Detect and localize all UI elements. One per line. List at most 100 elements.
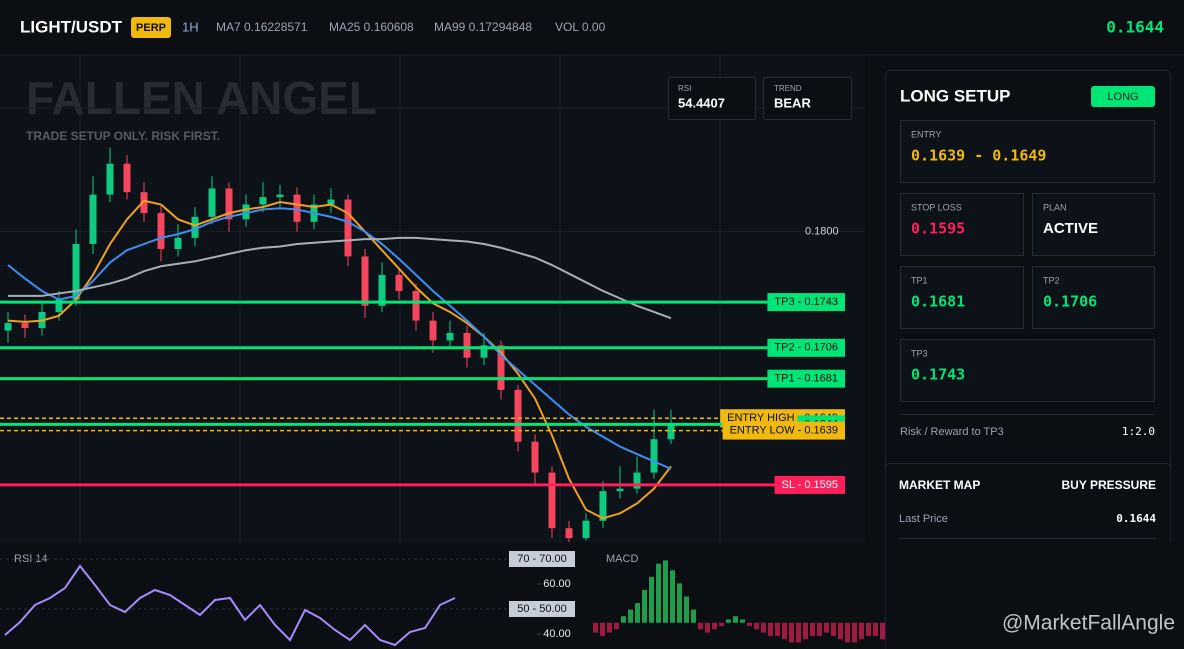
level-label: TP3 - 0.1743 bbox=[774, 296, 838, 308]
macd-bar bbox=[859, 622, 864, 640]
macd-bar bbox=[663, 560, 668, 623]
macd-bar bbox=[733, 616, 738, 623]
candle-body bbox=[480, 345, 488, 358]
ma-line bbox=[8, 236, 672, 320]
level-label: SL - 0.1595 bbox=[782, 479, 838, 491]
stat-label: RSI bbox=[678, 84, 691, 93]
card-label: STOP LOSS bbox=[911, 202, 962, 212]
macd-bar bbox=[831, 622, 836, 636]
ma-line bbox=[7, 207, 672, 470]
candle-body bbox=[276, 194, 284, 198]
stat-box bbox=[668, 77, 756, 120]
macd-bar bbox=[712, 622, 717, 630]
candle-body bbox=[616, 488, 624, 492]
stat-value: BEAR bbox=[774, 95, 811, 110]
candle-body bbox=[55, 299, 63, 312]
macd-bar bbox=[614, 622, 619, 630]
symbol: LIGHT/USDT bbox=[20, 17, 123, 36]
candle-body bbox=[344, 199, 352, 257]
macd-bar bbox=[873, 622, 878, 636]
macd-bar bbox=[852, 622, 857, 643]
level-tag bbox=[774, 475, 845, 494]
card-value: ACTIVE bbox=[1043, 220, 1098, 237]
indicator: MA25 0.160608 bbox=[329, 20, 414, 34]
footer-watermark: @MarketFallAngle bbox=[1002, 612, 1175, 635]
candle-body bbox=[242, 204, 250, 220]
macd-bar bbox=[880, 622, 885, 640]
macd-bar bbox=[838, 622, 843, 640]
candle-body bbox=[599, 491, 607, 521]
macd-bar bbox=[740, 619, 745, 623]
interval[interactable]: 1H bbox=[182, 19, 199, 34]
macd-bar bbox=[628, 609, 633, 623]
card bbox=[1032, 193, 1155, 256]
level-label: 70 - 70.00 bbox=[517, 553, 567, 565]
chart-area bbox=[0, 55, 865, 543]
macd-bar bbox=[796, 622, 801, 643]
stat-box bbox=[763, 77, 852, 120]
card-value: 0.1639 - 0.1649 bbox=[911, 147, 1046, 165]
card-value: 0.1595 bbox=[911, 220, 965, 238]
market-map-status: BUY PRESSURE bbox=[1062, 478, 1156, 492]
candle-body bbox=[157, 213, 165, 249]
y-tick-label: 60.00 bbox=[543, 578, 571, 590]
macd-bar bbox=[642, 589, 647, 623]
level-tag bbox=[722, 421, 845, 440]
candle-body bbox=[548, 472, 556, 529]
macd-bar bbox=[775, 622, 780, 636]
macd-bar bbox=[754, 622, 759, 630]
macd-bar bbox=[789, 622, 794, 643]
vertical-grid bbox=[79, 55, 721, 543]
row-label: Last Price bbox=[899, 513, 948, 525]
level-tag bbox=[509, 551, 575, 567]
card-value: 0.1743 bbox=[911, 366, 965, 384]
macd-bar bbox=[600, 622, 605, 636]
market-map-title: MARKET MAP bbox=[899, 478, 980, 492]
candle-body bbox=[174, 237, 182, 249]
candle-body bbox=[89, 194, 97, 245]
card-value: 0.1681 bbox=[911, 293, 965, 311]
badge-bg bbox=[131, 17, 171, 38]
macd-bar bbox=[866, 622, 871, 636]
card bbox=[900, 266, 1024, 329]
candle-body bbox=[123, 163, 131, 193]
macd-bar bbox=[684, 596, 689, 623]
candle-body bbox=[497, 345, 505, 390]
macd-bar bbox=[803, 622, 808, 640]
rr-value: 1:2.0 bbox=[1122, 425, 1155, 438]
watermark-subtitle: TRADE SETUP ONLY. RISK FIRST. bbox=[26, 129, 220, 143]
candle-body bbox=[208, 188, 216, 217]
rsi-chart: 60.00 40.00 70 - 70.00 50 - 50.00 bbox=[0, 551, 575, 647]
candle-body bbox=[378, 274, 386, 306]
macd-bar bbox=[845, 622, 850, 643]
card-label: ENTRY bbox=[911, 129, 941, 139]
candle-body bbox=[667, 424, 675, 440]
watermark-title: FALLEN ANGEL bbox=[26, 72, 377, 124]
y-tick-label: 0.1800 bbox=[805, 226, 839, 238]
candle-body bbox=[565, 528, 573, 539]
last-price: 0.1644 bbox=[1106, 18, 1164, 37]
candle-body bbox=[72, 244, 80, 300]
rr-label: Risk / Reward to TP3 bbox=[900, 426, 1004, 438]
macd-bar bbox=[719, 622, 724, 627]
candle-body bbox=[446, 332, 454, 341]
macd-bar bbox=[607, 622, 612, 633]
candle-body bbox=[463, 332, 471, 358]
setup-title: LONG SETUP bbox=[900, 86, 1011, 105]
candle-body bbox=[633, 472, 641, 489]
candle-body bbox=[650, 439, 658, 473]
card bbox=[900, 120, 1155, 183]
candle-body bbox=[225, 188, 233, 220]
candle-body bbox=[106, 163, 114, 195]
macd-bar bbox=[726, 619, 731, 623]
level-tag bbox=[509, 601, 575, 617]
candle-body bbox=[21, 323, 29, 329]
level-tag bbox=[767, 369, 845, 388]
macd-bar bbox=[768, 622, 773, 636]
macd-bar bbox=[824, 622, 829, 633]
candle-body bbox=[293, 194, 301, 222]
long-badge-bg bbox=[1091, 86, 1155, 107]
level-label: TP1 - 0.1681 bbox=[774, 373, 838, 385]
